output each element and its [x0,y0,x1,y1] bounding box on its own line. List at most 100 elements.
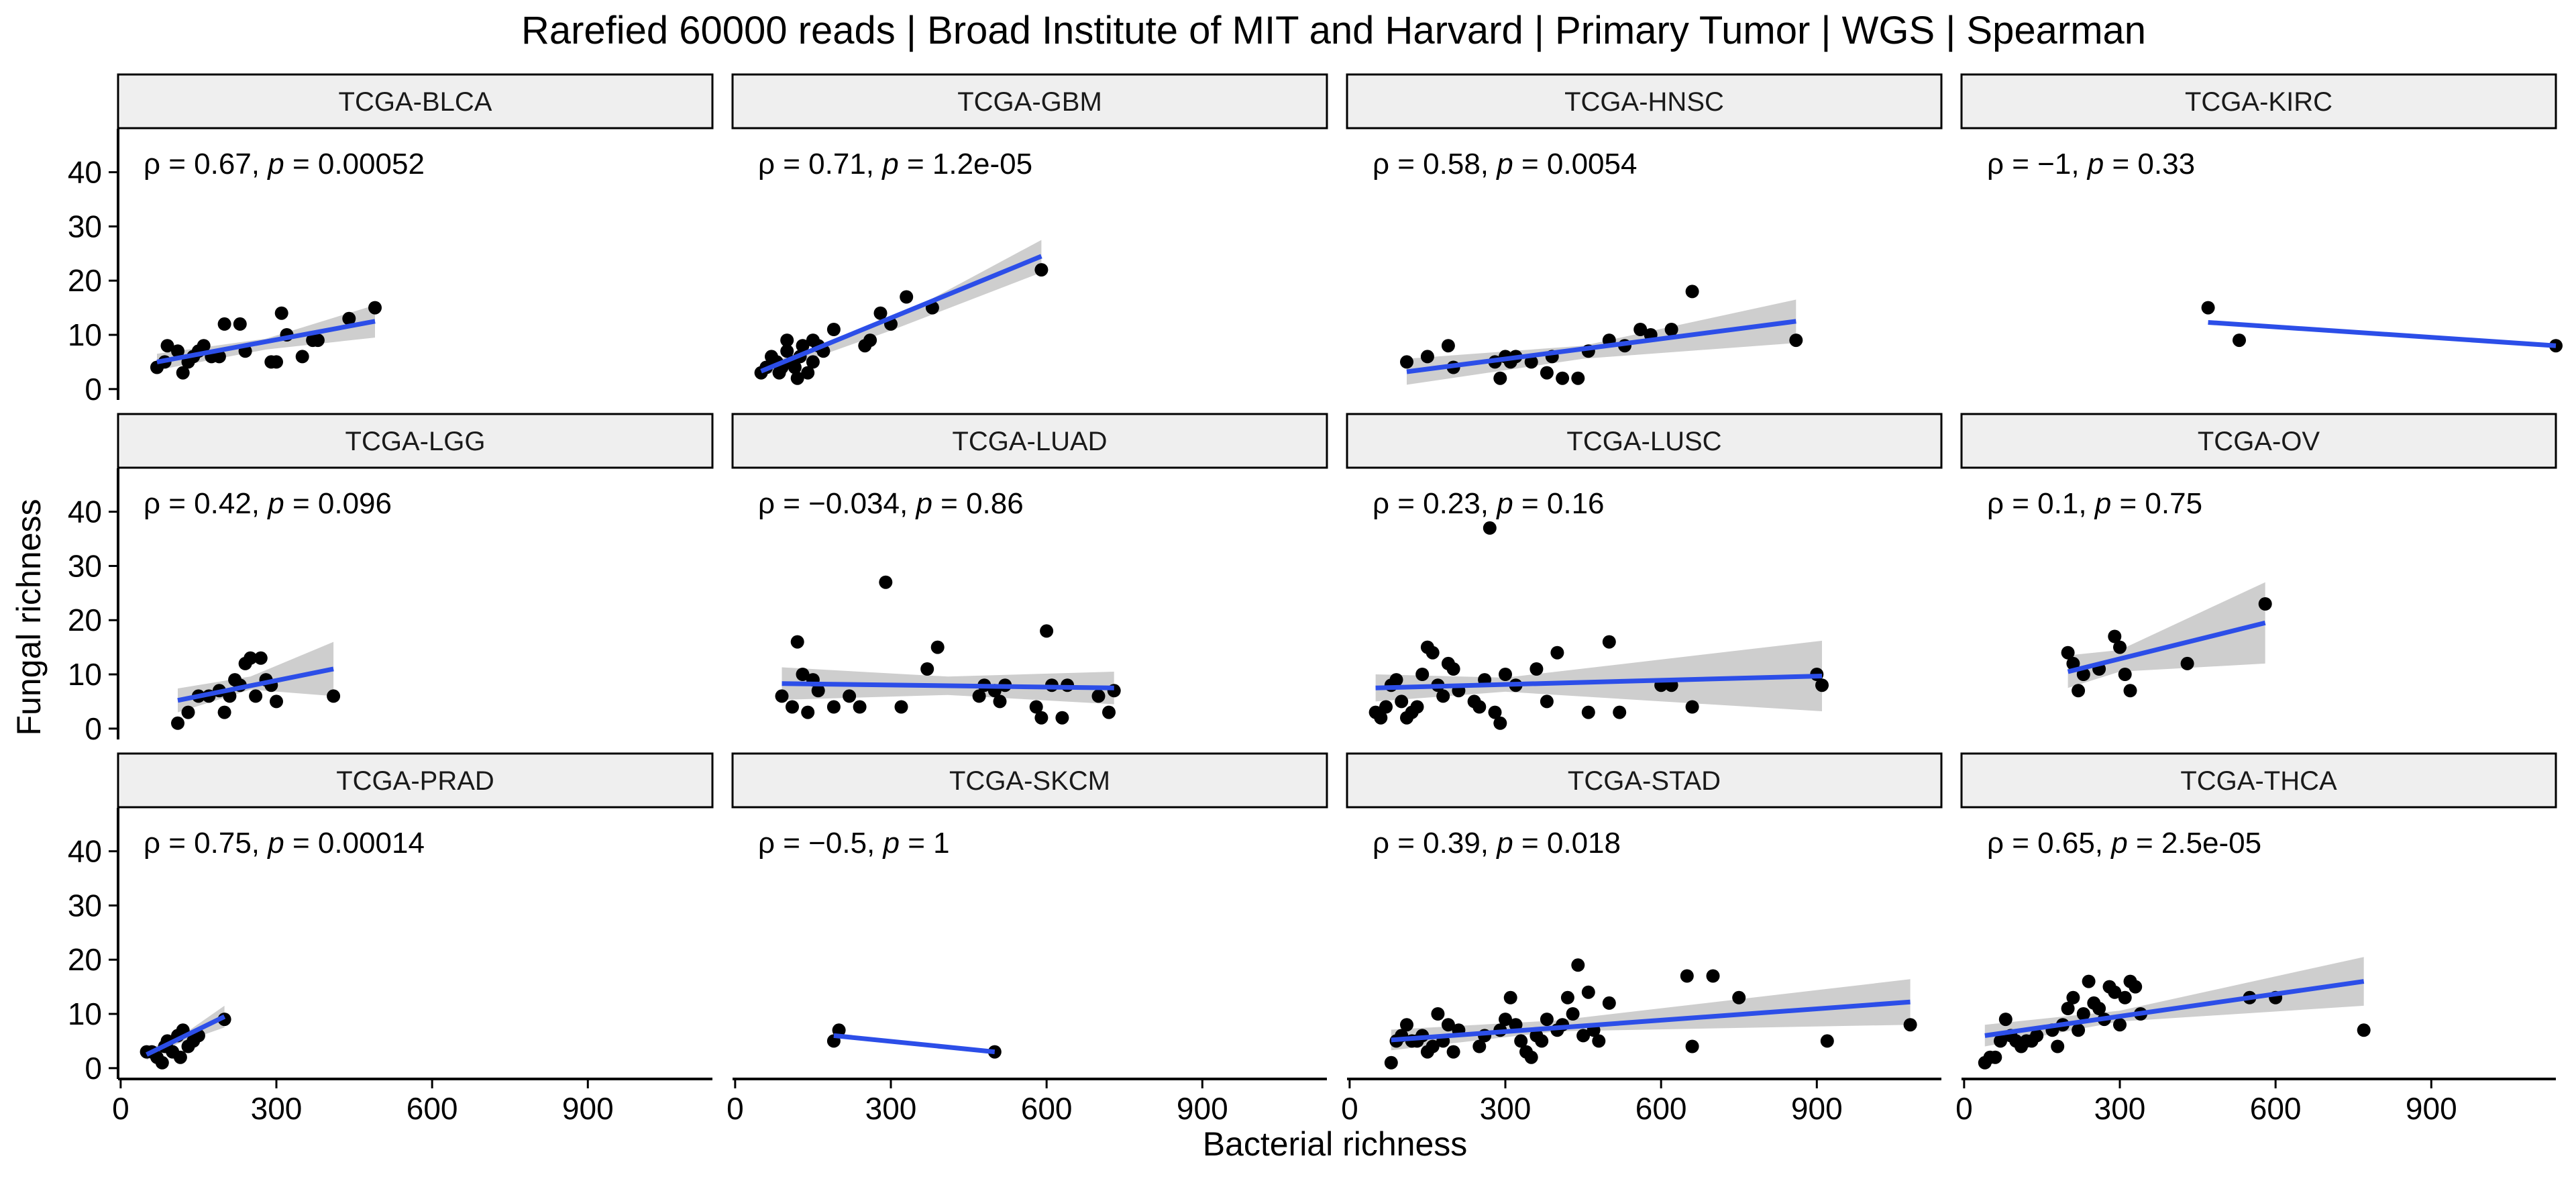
y-tick-label: 40 [68,155,102,190]
facet-strip [1960,73,2557,130]
facet-strip-label: TCGA-STAD [1568,766,1721,796]
data-point [1400,1018,1413,1032]
x-tick-label: 900 [1177,1091,1228,1126]
data-point [217,317,231,331]
data-point [790,635,804,649]
data-point [2258,597,2272,611]
data-point [1815,678,1829,692]
data-point [987,1045,1002,1059]
x-tick-label: 0 [1955,1091,1973,1126]
panel-tcga-lgg: TCGA-LGG ρ = 0.42, p = 0.096 0 10 20 30 40 [68,413,714,746]
data-point [2113,640,2127,654]
x-tick-label: 900 [2406,1091,2457,1126]
data-point [1436,689,1450,703]
y-axis-label: Fungal richness [10,499,48,736]
facet-panels: TCGA-BLCA ρ = 0.67, p = 0.00052 0 10 20 30 40 T… [68,73,2563,1126]
facet-strip-label: TCGA-SKCM [949,766,1110,796]
data-point [826,323,841,336]
correlation-annotation: ρ = 0.1, p = 0.75 [1987,487,2202,520]
facet-strip [1960,413,2557,469]
data-point [1446,1045,1460,1059]
data-point [1732,990,1746,1004]
regression-line [1406,319,1796,374]
data-point [775,689,789,703]
x-tick-label: 900 [1791,1091,1843,1126]
data-point [1055,711,1069,725]
data-point [176,366,190,380]
data-point [2076,1007,2090,1021]
y-tick-label: 30 [68,888,102,923]
data-point [2357,1023,2371,1037]
data-point [1529,662,1544,676]
correlation-annotation: ρ = 0.39, p = 0.018 [1373,827,1621,860]
facet-strip-label: TCGA-OV [2198,427,2320,456]
data-point [1431,1007,1445,1021]
y-tick-label: 20 [68,942,102,977]
data-point [2180,656,2194,670]
data-point [197,339,211,353]
facet-strip [117,752,714,809]
data-point [1441,339,1455,353]
correlation-annotation: ρ = 0.42, p = 0.096 [144,487,392,520]
data-point [2233,333,2246,348]
data-point [1499,1013,1512,1027]
data-point [1524,1050,1538,1064]
data-point [826,700,841,714]
data-point [311,333,325,348]
data-point [244,651,258,665]
data-point [155,1055,169,1070]
data-point [1493,371,1507,385]
data-point [1576,1029,1591,1043]
regression-line [177,666,334,703]
panel-tcga-lusc: TCGA-LUSC ρ = 0.23, p = 0.16 [1346,413,1943,730]
data-point [788,360,802,374]
data-point [843,689,857,703]
data-point [1680,969,1694,983]
data-point [2113,1018,2127,1032]
data-point [1535,1034,1549,1048]
data-point [270,694,283,709]
facet-strip-label: TCGA-PRAD [336,766,494,796]
regression-line [1391,999,1911,1043]
y-tick-label: 10 [68,996,102,1031]
facet-strip [1346,413,1943,469]
data-point [1488,705,1502,719]
data-point [894,700,908,714]
facet-strip-label: TCGA-BLCA [339,87,492,117]
data-point [1524,355,1538,369]
data-point [171,716,184,730]
data-point [1571,958,1585,972]
data-point [780,333,794,348]
facet-strip [731,73,1328,130]
panel-tcga-luad: TCGA-LUAD ρ = −0.034, p = 0.86 [731,413,1328,725]
y-tick-label: 10 [68,317,102,352]
data-point [171,344,184,358]
correlation-annotation: ρ = 0.67, p = 0.00052 [144,148,425,180]
data-point [801,705,815,719]
data-point [1395,694,1409,709]
regression-line [2208,319,2557,348]
data-point [796,339,810,353]
regression-line [1375,673,1823,690]
data-point [796,668,810,681]
data-point [2129,980,2143,994]
data-point [972,689,986,703]
data-point [1994,1034,2007,1048]
data-point [2061,646,2075,660]
panel-tcga-thca: TCGA-THCA ρ = 0.65, p = 2.5e-05 0 300 600 900 [1955,752,2557,1126]
data-point [1581,705,1595,719]
data-point [2072,684,2086,698]
data-point [1566,1007,1580,1021]
data-point [1581,985,1595,999]
regression-line [2067,620,2266,674]
correlation-annotation: ρ = 0.23, p = 0.16 [1373,487,1605,520]
data-point [780,344,794,358]
data-point [900,290,914,304]
data-point [1685,285,1699,299]
data-point [160,339,174,353]
data-point [1374,711,1388,725]
data-point [873,306,888,320]
correlation-annotation: ρ = 0.71, p = 1.2e-05 [758,148,1032,180]
data-point [1400,355,1413,369]
